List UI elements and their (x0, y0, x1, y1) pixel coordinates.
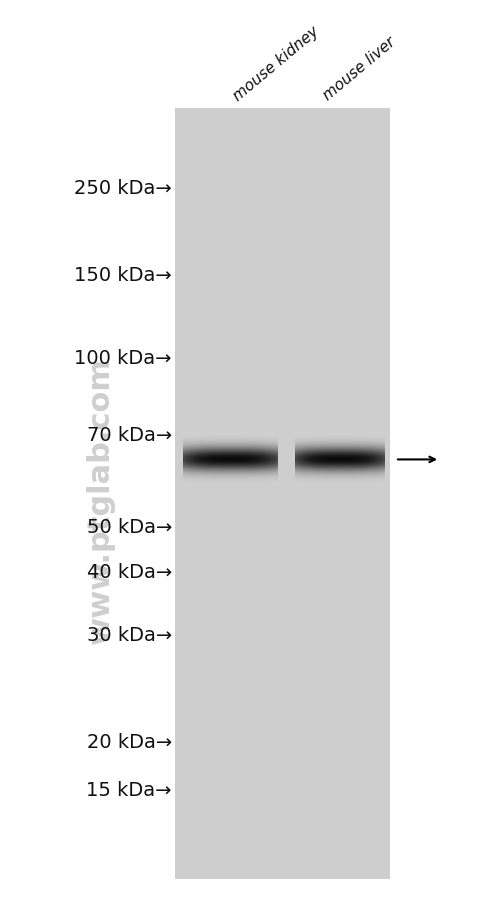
Text: 15 kDa→: 15 kDa→ (86, 779, 172, 799)
Text: 100 kDa→: 100 kDa→ (74, 349, 172, 368)
Text: 30 kDa→: 30 kDa→ (87, 625, 172, 644)
Bar (175, 108, 390, 879)
Text: mouse liver: mouse liver (320, 35, 398, 104)
Text: 20 kDa→: 20 kDa→ (87, 732, 172, 750)
Text: 70 kDa→: 70 kDa→ (87, 426, 172, 445)
Text: mouse kidney: mouse kidney (230, 23, 322, 104)
Text: 250 kDa→: 250 kDa→ (74, 179, 172, 198)
Text: 150 kDa→: 150 kDa→ (74, 266, 172, 285)
Text: www.ptglab.com: www.ptglab.com (86, 356, 114, 643)
Text: 50 kDa→: 50 kDa→ (86, 517, 172, 537)
Text: 40 kDa→: 40 kDa→ (87, 562, 172, 581)
